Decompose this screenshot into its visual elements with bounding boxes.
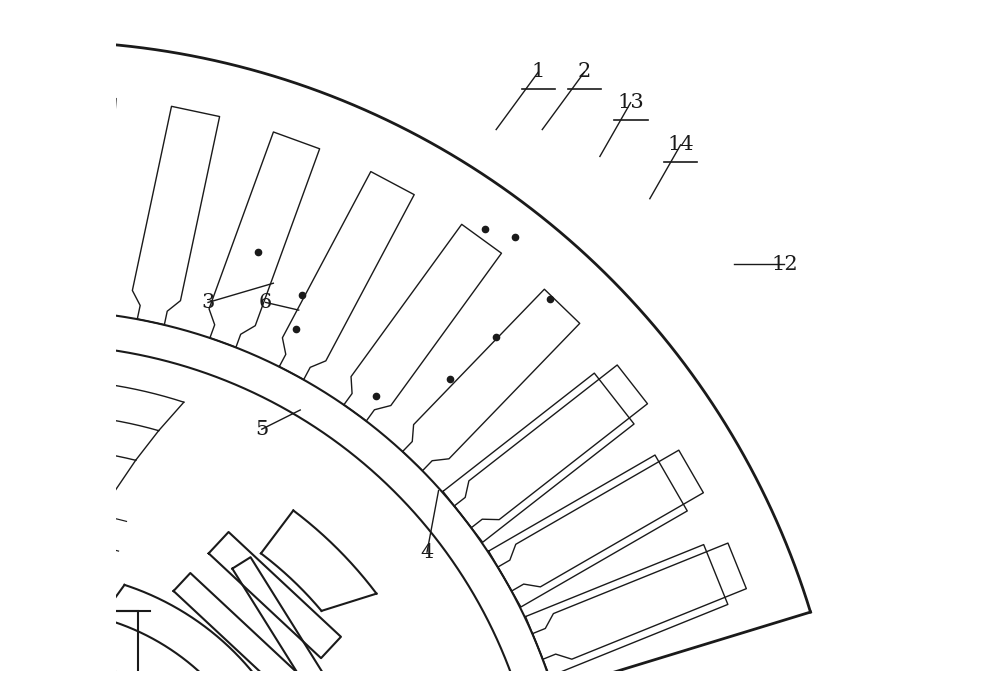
Text: 4: 4 bbox=[420, 543, 434, 561]
Text: 2: 2 bbox=[578, 63, 591, 82]
Text: 14: 14 bbox=[667, 135, 694, 154]
Bar bbox=[113, 611, 138, 674]
Text: 12: 12 bbox=[771, 255, 798, 274]
Text: 13: 13 bbox=[617, 93, 644, 112]
Text: 5: 5 bbox=[255, 420, 268, 439]
Text: 6: 6 bbox=[259, 293, 272, 312]
Text: 1: 1 bbox=[532, 63, 545, 82]
Text: 3: 3 bbox=[201, 293, 215, 312]
Bar bbox=[82, 611, 107, 674]
